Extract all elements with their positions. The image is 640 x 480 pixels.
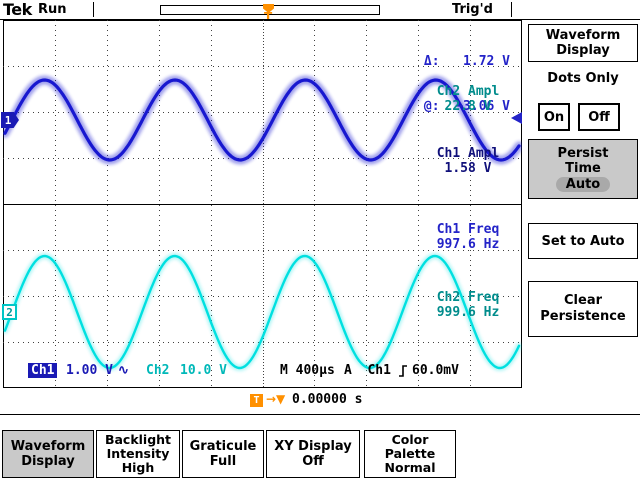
acquisition-status: Run (38, 2, 67, 17)
measurement-ch2-ampl: Ch2 Ampl 22.8 V (420, 84, 516, 114)
measurement-value: 1.58 V (444, 161, 492, 176)
cursor-readout: Δ: 1.72 V @: −3.06 V (398, 24, 510, 144)
persist-time-button[interactable]: Persist Time Auto (528, 139, 638, 199)
ch2-position-marker: 2 (2, 304, 17, 320)
trigger-source-readout: A Ch1 (344, 363, 391, 378)
measurement-ch1-ampl: Ch1 Ampl 1.58 V (420, 146, 516, 176)
ch1-position-marker: 1 (1, 112, 19, 128)
measurement-value: 999.6 Hz (436, 305, 500, 320)
trigger-position-marker (263, 4, 274, 13)
side-menu-title: Waveform Display (528, 24, 638, 62)
bottom-menu-backlight-intensity[interactable]: Backlight Intensity High (96, 430, 180, 478)
cursor-at-readout: @: −3.06 V (423, 99, 510, 114)
measurement-label: Ch2 Freq (436, 290, 500, 305)
ch2-scale-readout: 10.0 V (180, 363, 227, 378)
rising-edge-icon (398, 363, 408, 378)
measurement-value: 997.6 Hz (436, 237, 500, 252)
set-to-auto-button[interactable]: Set to Auto (528, 223, 638, 259)
ch2-label: Ch2 (146, 363, 170, 378)
dots-on-button[interactable]: On (538, 103, 570, 131)
bottom-menu-waveform-display[interactable]: Waveform Display (2, 430, 94, 478)
measurement-ch2-freq: Ch2 Freq 999.6 Hz (420, 290, 516, 320)
persist-time-value: Auto (555, 177, 611, 192)
tek-logo: Tek (3, 0, 32, 19)
measurement-value: 22.8 V (444, 99, 492, 114)
delay-arrow-icon: →▼ (266, 392, 286, 406)
bottom-menu-xy-display[interactable]: XY Display Off (266, 430, 360, 478)
ch1-badge: Ch1 (28, 363, 58, 378)
trigger-status: Trig'd (452, 2, 493, 17)
display-bottom-separator (0, 414, 640, 415)
measurement-label: Ch1 Ampl (436, 146, 500, 161)
clear-persistence-button[interactable]: Clear Persistence (528, 281, 638, 337)
topbar-separator (0, 19, 640, 20)
dots-off-button[interactable]: Off (578, 103, 620, 131)
measurement-label: Ch2 Ampl (436, 84, 500, 99)
ch1-scale-readout: 1.00 V (66, 363, 113, 378)
trigger-point-flag: T (264, 10, 273, 24)
ch1-coupling-icon: ∿ (118, 363, 129, 378)
bottom-menu-color-palette[interactable]: Color Palette Normal (364, 430, 456, 478)
bottom-menu-graticule[interactable]: Graticule Full (182, 430, 264, 478)
delay-trigger-badge: T (250, 394, 263, 407)
cursor-delta-readout: Δ: 1.72 V (423, 54, 510, 69)
measurement-label: Ch1 Freq (436, 222, 500, 237)
persist-time-label: Persist Time (557, 146, 609, 176)
topbar-divider (93, 2, 94, 17)
delay-time-readout: 0.00000 s (292, 392, 363, 407)
topbar-divider-right (511, 2, 512, 17)
measurement-ch1-freq: Ch1 Freq 997.6 Hz (420, 222, 516, 252)
trigger-level-readout: 60.0mV (412, 363, 459, 378)
trigger-level-arrow-icon (511, 112, 522, 124)
dots-only-label: Dots Only (547, 71, 619, 86)
timebase-readout: M 400µs (280, 363, 335, 378)
